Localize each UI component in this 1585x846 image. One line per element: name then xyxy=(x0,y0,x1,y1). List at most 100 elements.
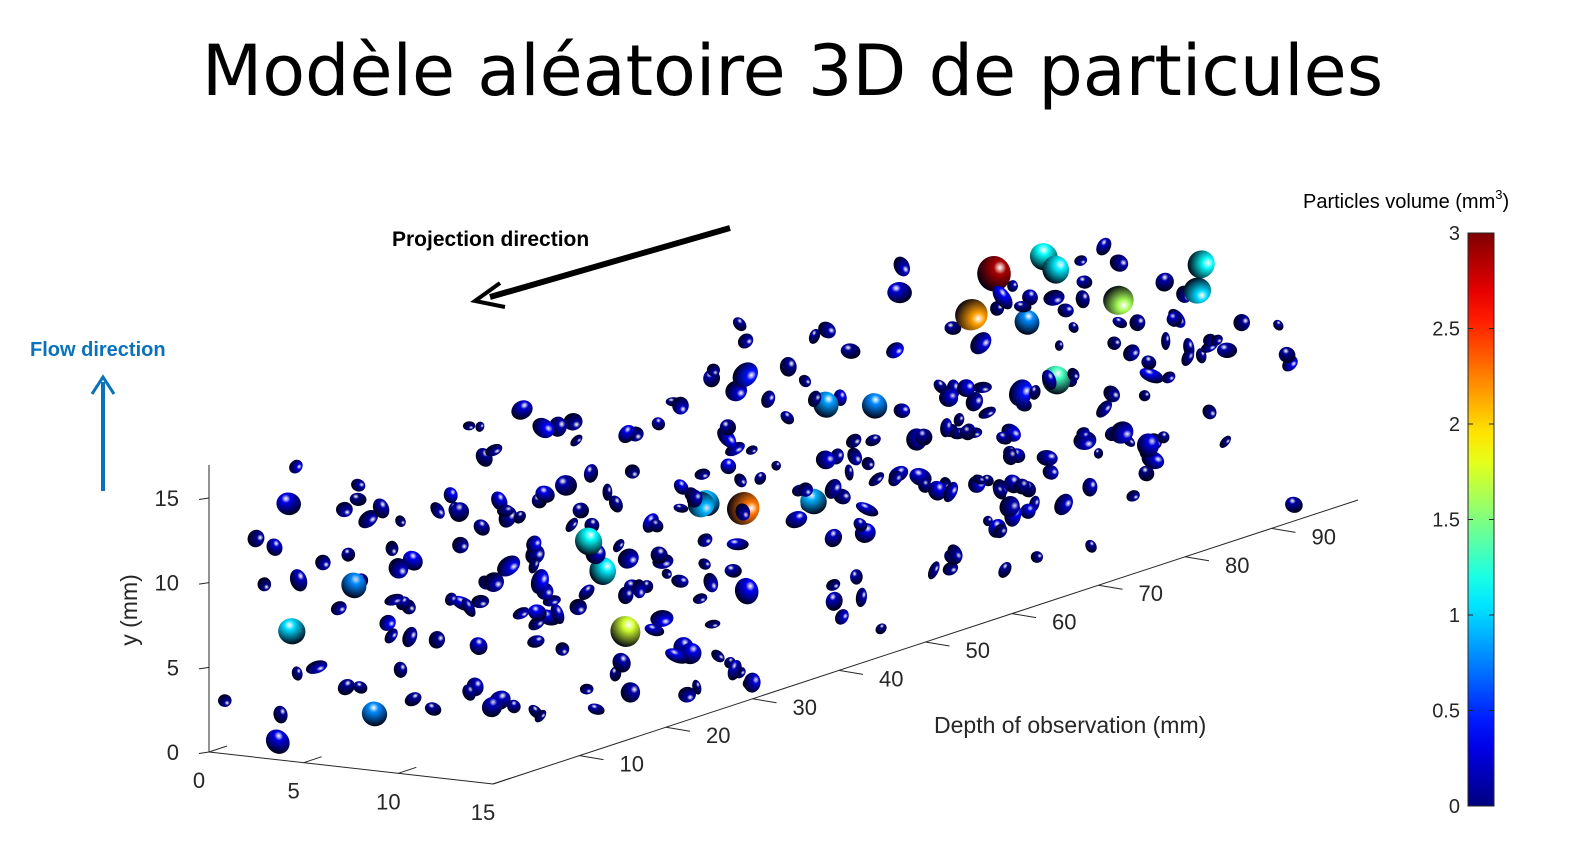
particle-small xyxy=(289,569,308,592)
particle-small xyxy=(578,584,595,601)
particle-small xyxy=(1085,539,1097,553)
particle-small xyxy=(672,396,689,415)
particle-small xyxy=(665,648,690,664)
particle-small xyxy=(608,495,623,513)
particle-small xyxy=(372,498,390,519)
particle-small xyxy=(513,510,526,524)
particle-small xyxy=(886,342,904,359)
depth-tick-label: 60 xyxy=(1052,610,1076,635)
particle-small xyxy=(1067,367,1080,382)
particle-small xyxy=(927,561,940,580)
particle-small xyxy=(798,482,813,497)
particle-small xyxy=(825,591,843,611)
particle-small xyxy=(692,593,708,604)
particle-small xyxy=(481,697,503,718)
particle xyxy=(361,701,388,727)
depth-tick-label: 10 xyxy=(620,752,644,777)
particle-small xyxy=(928,480,947,501)
particle-small xyxy=(612,652,631,673)
particle-small xyxy=(1123,344,1140,362)
colorbar-label-superscript: 3 xyxy=(1495,187,1502,202)
particle-small xyxy=(1155,272,1174,292)
particle-small xyxy=(1233,314,1251,332)
y-tick-mark xyxy=(198,582,210,585)
particle-small xyxy=(727,660,742,681)
particle xyxy=(341,572,367,599)
particle-small xyxy=(462,684,476,701)
particle-small xyxy=(485,443,503,457)
projection-arrow-shaft xyxy=(489,225,731,300)
particle-small xyxy=(1054,493,1073,516)
depth-tick-mark xyxy=(1011,613,1037,619)
particle-small xyxy=(535,485,555,503)
colorbar-label: Particles volume (mm3) xyxy=(1303,187,1509,213)
particle-small xyxy=(853,517,868,532)
particle xyxy=(1014,309,1040,335)
x-tick-label: 10 xyxy=(376,789,400,814)
particle-small xyxy=(632,579,647,599)
particle-small xyxy=(918,479,932,493)
particle-small xyxy=(1129,314,1146,332)
particle-small xyxy=(780,411,795,425)
particle-small xyxy=(1096,400,1113,418)
particle xyxy=(1042,365,1071,395)
depth-axis-label: Depth of observation (mm) xyxy=(934,712,1206,738)
particle-small xyxy=(1126,490,1140,502)
particle-small xyxy=(732,317,747,332)
colorbar-ticks: 0 0.5 1 1.5 2 2.5 3 xyxy=(1432,223,1494,818)
particle-small xyxy=(428,631,446,649)
particle-small xyxy=(868,472,885,487)
particle-small xyxy=(1112,316,1128,329)
x-tick-mark xyxy=(208,745,228,753)
particle-small xyxy=(1161,332,1171,350)
particle-small xyxy=(602,483,613,501)
particle-small xyxy=(732,362,758,388)
particle xyxy=(574,527,603,556)
projection-direction-label: Projection direction xyxy=(392,228,589,251)
particle-small xyxy=(1054,340,1064,351)
depth-tick-label: 40 xyxy=(879,666,903,691)
depth-tick-label: 80 xyxy=(1225,553,1249,578)
particle-small xyxy=(818,321,836,339)
projection-arrow-head xyxy=(470,281,506,309)
particle-small xyxy=(651,417,666,431)
particle-small xyxy=(276,492,301,516)
particle-small xyxy=(511,400,533,420)
page-title: Modèle aléatoire 3D de particules xyxy=(201,30,1384,112)
particle-small xyxy=(724,563,742,578)
particle-small xyxy=(888,470,903,487)
colorbar-tick-label: 3 xyxy=(1449,223,1460,245)
particle-small xyxy=(996,431,1013,445)
depth-tick-mark xyxy=(579,755,604,761)
particle-small xyxy=(993,484,1007,500)
depth-axis-ticks: 10 20 30 40 50 60 70 80 90 xyxy=(579,524,1336,777)
particle-small xyxy=(379,614,396,631)
depth-tick-mark xyxy=(1098,584,1123,590)
particle-small xyxy=(1139,367,1164,384)
particle-small xyxy=(1157,431,1170,444)
particle-small xyxy=(1273,319,1284,331)
particle-small xyxy=(305,660,328,674)
particle-small xyxy=(462,421,476,431)
particle-small xyxy=(449,502,470,522)
particle-small xyxy=(395,515,406,528)
particle-small xyxy=(779,357,797,377)
y-axis-ticks: 0 5 10 15 xyxy=(155,486,210,765)
particle-small xyxy=(570,434,583,447)
y-tick-mark xyxy=(198,666,210,670)
particle-small xyxy=(1096,237,1112,256)
particle-small xyxy=(826,578,841,591)
particle-small xyxy=(1020,503,1036,519)
particle-small xyxy=(650,546,668,564)
particle-small xyxy=(957,379,975,397)
particle-small xyxy=(1043,289,1065,306)
particle-small xyxy=(835,609,849,625)
particle xyxy=(955,298,988,331)
particle-small xyxy=(711,649,725,663)
particle-small xyxy=(273,705,288,724)
particle-small xyxy=(850,569,863,585)
particle-small xyxy=(1162,371,1176,384)
depth-tick-mark xyxy=(925,641,950,647)
particle-small xyxy=(726,538,749,551)
particle-small xyxy=(1138,465,1155,482)
